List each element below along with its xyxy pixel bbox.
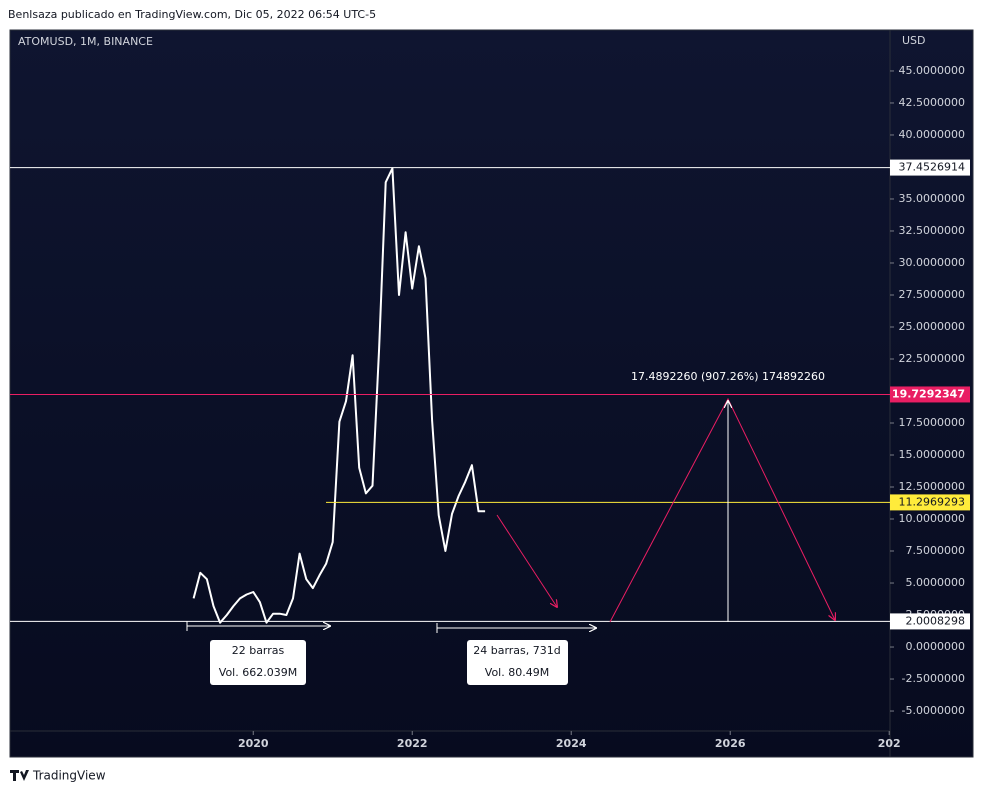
x-tick-label: 2026 [715,737,746,750]
measure-label: 17.4892260 (907.26%) 174892260 [631,370,825,383]
y-tick-label: 5.0000000 [906,576,966,589]
y-tick-label: 27.5000000 [899,288,965,301]
level-label: 2.0008298 [906,614,966,627]
y-tick-label: 12.5000000 [899,480,965,493]
x-tick-label: 2020 [238,737,269,750]
plot [10,167,890,624]
header-title: Benlsaza publicado en TradingView.com, D… [8,8,376,21]
y-tick-label: 32.5000000 [899,224,965,237]
y-tick-label: 15.0000000 [899,448,965,461]
y-tick-label: 30.0000000 [899,256,965,269]
info-box [467,640,568,685]
y-tick-label: -5.0000000 [902,704,965,717]
chart-title: ATOMUSD, 1M, BINANCE [18,35,153,48]
x-tick-label: 2024 [556,737,587,750]
level-badge [890,613,970,630]
x-tick-label: 2022 [397,737,428,750]
drawings [186,397,835,685]
chart-panel [9,29,974,758]
x-tick-label: 202 [878,737,901,750]
y-tick-label: 7.5000000 [906,544,966,557]
y-tick-label: 45.0000000 [899,64,965,77]
level-label: 11.2969293 [899,495,965,508]
y-tick-label: 17.5000000 [899,416,965,429]
price-line [192,167,486,624]
y-tick-label: 10.0000000 [899,512,965,525]
axes: 45.0000000 42.5000000 40.0000000 35.0000000… [238,64,970,750]
y-tick-label: 0.0000000 [906,640,966,653]
info-text: 22 barras [232,644,285,657]
info-text: Vol. 80.49M [485,666,549,679]
level-label: 19.7292347 [892,387,965,400]
footer-logo [10,770,29,781]
level-label: 37.4526914 [899,161,965,174]
y-tick-label: 40.0000000 [899,128,965,141]
projection-path [609,397,835,623]
level-badge [890,159,970,176]
y-tick-label: 22.5000000 [899,352,965,365]
y-tick-label: 35.0000000 [899,192,965,205]
projection-arrow [496,514,557,607]
info-text: 24 barras, 731d [473,644,561,657]
y-tick-label: -2.5000000 [902,672,965,685]
level-badge [890,386,970,403]
info-box [210,640,306,685]
y-tick-label: 25.0000000 [899,320,965,333]
y-tick-label: 42.5000000 [899,96,965,109]
y-axis-label: USD [902,34,926,47]
level-badge [890,494,970,511]
info-text: Vol. 662.039M [219,666,297,679]
footer-brand: TradingView [32,769,106,783]
